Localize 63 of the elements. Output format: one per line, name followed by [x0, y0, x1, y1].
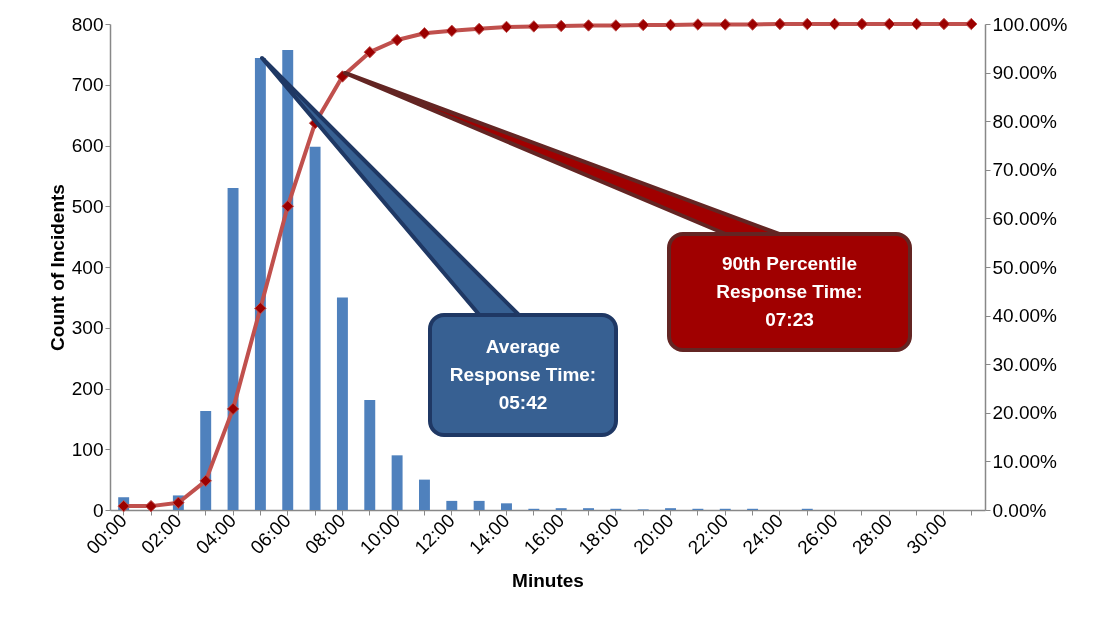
bar	[336, 297, 348, 510]
point	[910, 17, 923, 31]
y-tick-label: 200	[71, 378, 104, 399]
bar	[473, 500, 485, 510]
y-tick-label: 100	[71, 438, 104, 460]
y-tick-label: 500	[71, 195, 104, 217]
point	[746, 18, 759, 31]
point	[527, 20, 541, 33]
point	[390, 33, 404, 47]
bar	[364, 400, 376, 510]
bar	[309, 146, 321, 510]
y-tick-label: 800	[71, 13, 104, 35]
y-tick-label: 700	[71, 74, 104, 96]
y-tick-label: 600	[71, 135, 104, 156]
x-axis-title: Minutes	[512, 570, 584, 592]
y-tick-label: 400	[71, 256, 104, 278]
point	[691, 18, 705, 31]
point	[363, 45, 376, 59]
y2-tick-label: 100.00%	[992, 13, 1068, 35]
bar	[227, 188, 239, 510]
point	[418, 27, 431, 40]
annotation: 90th Percentile Response Time: 07:23	[667, 232, 912, 352]
point	[199, 474, 212, 488]
point	[226, 402, 240, 416]
y2-tick-label: 70.00%	[992, 159, 1058, 181]
point	[281, 200, 294, 213]
point	[828, 17, 841, 31]
y2-tick-label: 20.00%	[992, 402, 1058, 424]
point	[582, 19, 595, 32]
annotation: Average Response Time: 05:42	[428, 313, 618, 437]
point	[254, 302, 267, 315]
y2-tick-label: 30.00%	[992, 353, 1058, 375]
y2-tick-label: 60.00%	[992, 207, 1058, 229]
point	[937, 17, 951, 31]
y2-tick-label: 40.00%	[992, 305, 1058, 327]
point	[637, 18, 650, 32]
point	[500, 20, 513, 34]
point	[664, 18, 677, 32]
point	[883, 17, 896, 31]
point	[855, 17, 869, 31]
y2-tick-label: 50.00%	[992, 256, 1058, 278]
y-tick-label: 300	[71, 317, 104, 339]
bar	[254, 58, 266, 510]
point	[336, 70, 349, 83]
bar	[391, 455, 403, 510]
y2-tick-label: 10.00%	[992, 450, 1058, 472]
point	[801, 17, 814, 31]
y2-tick-label: 90.00%	[992, 62, 1058, 84]
point	[719, 18, 732, 31]
point	[609, 19, 623, 32]
bar	[418, 479, 430, 510]
y2-tick-label: 0.00%	[992, 499, 1047, 521]
point	[472, 22, 486, 36]
bar	[501, 503, 512, 510]
point	[554, 19, 568, 33]
y-axis-title: Count of Incidents	[46, 184, 68, 351]
y2-tick-label: 80.00%	[992, 110, 1058, 132]
point	[773, 17, 787, 31]
point	[144, 499, 158, 513]
bar	[282, 50, 294, 510]
point	[445, 24, 458, 37]
point	[965, 17, 978, 31]
bar	[446, 500, 458, 510]
